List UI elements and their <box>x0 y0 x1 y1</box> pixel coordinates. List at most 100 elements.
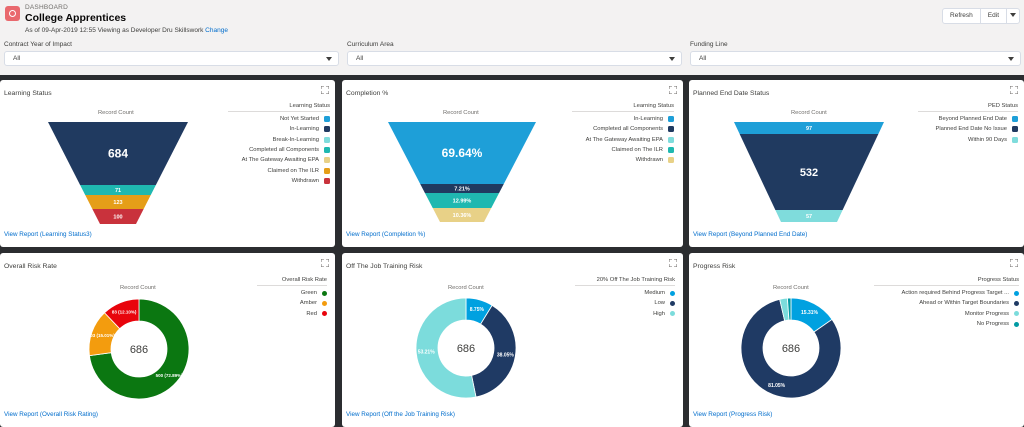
legend-item[interactable]: Monitor Progress <box>874 309 1019 319</box>
legend-item[interactable]: Amber <box>257 298 327 308</box>
legend-item[interactable]: Withdrawn <box>228 176 330 186</box>
edit-button[interactable]: Edit <box>979 8 1007 24</box>
view-report-link[interactable]: View Report (Overall Risk Rating) <box>4 411 99 418</box>
legend-item-label: High <box>653 310 665 317</box>
donut-slice[interactable] <box>103 298 140 330</box>
legend-item-label: Green <box>300 290 317 297</box>
record-count-label: Record Count <box>791 110 827 116</box>
legend-item-label: In-Learning <box>289 126 319 133</box>
donut-slice[interactable] <box>786 297 792 321</box>
filter-select-funding-line[interactable]: All <box>690 51 1021 66</box>
legend-item[interactable]: Ahead or Within Target Boundaries <box>874 298 1019 308</box>
donut-slice[interactable] <box>740 298 842 399</box>
funnel-chart[interactable]: 684 71 123 100 <box>0 80 335 247</box>
change-viewer-link[interactable]: Change <box>205 27 228 34</box>
record-count-label: Record Count <box>120 285 156 291</box>
more-actions-button[interactable] <box>1006 8 1020 24</box>
chart-legend: Progress Status Action required Behind P… <box>874 277 1019 329</box>
legend-item[interactable]: Red <box>257 309 327 319</box>
legend-item[interactable]: Completed all Components <box>228 145 330 155</box>
donut-chart[interactable]: 500 (72.89%) 103 (15.01%) 83 (12.10%) 686 <box>0 253 335 427</box>
legend-item-label: In-Learning <box>633 116 663 123</box>
funnel-value-label: 684 <box>108 147 128 161</box>
legend-item-label: Completed all Components <box>593 126 663 133</box>
legend-swatch <box>668 157 674 164</box>
legend-item[interactable]: Action required Behind Progress Target .… <box>874 288 1019 298</box>
legend-item[interactable]: Medium <box>575 288 675 298</box>
donut-slice[interactable] <box>471 304 517 398</box>
card-completion: Completion % Record Count 69.64% 7.21% 12.… <box>342 80 683 247</box>
legend-item-label: Planned End Date No Issue <box>935 126 1007 133</box>
funnel-value-label: 69.64% <box>442 146 483 160</box>
legend-title: Overall Risk Rate <box>257 277 327 286</box>
funnel-segment[interactable] <box>420 184 504 193</box>
legend-item[interactable]: Within 90 Days <box>918 135 1018 145</box>
filter-value: All <box>13 55 21 62</box>
record-count-label: Record Count <box>448 285 484 291</box>
funnel-segment[interactable] <box>739 134 879 210</box>
chevron-down-icon <box>326 57 332 61</box>
view-report-link[interactable]: View Report (Beyond Planned End Date) <box>693 231 808 238</box>
as-of-text: As of 09-Apr-2019 12:55 Viewing as Devel… <box>25 27 204 34</box>
legend-items: Beyond Planned End Date Planned End Date … <box>918 114 1018 145</box>
legend-item[interactable]: No Progress <box>874 319 1019 329</box>
legend-item[interactable]: At The Gateway Awaiting EPA <box>572 135 674 145</box>
filter-label-funding-line: Funding Line <box>690 41 728 48</box>
legend-swatch <box>322 290 327 296</box>
funnel-segment[interactable] <box>388 122 536 184</box>
funnel-segment[interactable] <box>80 185 156 195</box>
view-report-link[interactable]: View Report (Progress Risk) <box>693 411 773 418</box>
legend-item[interactable]: Completed all Components <box>572 124 674 134</box>
funnel-segment[interactable] <box>48 122 188 185</box>
funnel-value-label: 12.99% <box>453 198 472 204</box>
funnel-segment[interactable] <box>734 122 884 134</box>
legend-items: In-Learning Completed all Components At Th… <box>572 114 674 165</box>
legend-item[interactable]: Not Yet Started <box>228 114 330 124</box>
legend-items: Medium Low High <box>575 288 675 319</box>
legend-item[interactable]: Break-In-Learning <box>228 135 330 145</box>
donut-slice-label: 500 (72.89%) <box>156 373 184 378</box>
legend-item[interactable]: Beyond Planned End Date <box>918 114 1018 124</box>
funnel-chart[interactable]: 97 532 57 <box>689 80 1024 247</box>
legend-item[interactable]: Green <box>257 288 327 298</box>
filter-select-contract-year[interactable]: All <box>4 51 339 66</box>
legend-items: Green Amber Red <box>257 288 327 319</box>
view-report-link[interactable]: View Report (Off the Job Training Risk) <box>346 411 455 418</box>
legend-swatch <box>324 147 330 154</box>
legend-swatch <box>668 116 674 123</box>
chevron-down-icon <box>1010 13 1016 18</box>
legend-swatch <box>324 116 330 123</box>
legend-item[interactable]: In-Learning <box>572 114 674 124</box>
donut-chart[interactable]: 8.75% 38.05% 53.21% 686 <box>342 253 683 427</box>
legend-item[interactable]: Claimed on The ILR <box>572 145 674 155</box>
view-report-link[interactable]: View Report (Completion %) <box>346 231 426 238</box>
funnel-segment[interactable] <box>432 208 492 222</box>
legend-title: Progress Status <box>874 277 1019 286</box>
filter-select-curriculum-area[interactable]: All <box>347 51 682 66</box>
legend-item[interactable]: High <box>575 309 675 319</box>
legend-item-label: Break-In-Learning <box>272 136 319 143</box>
donut-slice[interactable] <box>88 298 190 400</box>
legend-item-label: Withdrawn <box>635 157 663 164</box>
legend-item[interactable]: In-Learning <box>228 124 330 134</box>
funnel-value-label: 7.21% <box>454 186 470 192</box>
legend-item[interactable]: At The Gateway Awaiting EPA <box>228 155 330 165</box>
refresh-button[interactable]: Refresh <box>942 8 981 24</box>
legend-item[interactable]: Withdrawn <box>572 155 674 165</box>
legend-item-label: Claimed on The ILR <box>611 147 663 154</box>
legend-item[interactable]: Claimed on The ILR <box>228 165 330 175</box>
funnel-chart[interactable]: 69.64% 7.21% 12.99% 10.36% <box>342 80 683 247</box>
legend-swatch <box>1014 311 1019 317</box>
legend-item[interactable]: Low <box>575 298 675 308</box>
funnel-segment[interactable] <box>424 193 500 208</box>
donut-chart[interactable]: 15.31% 81.05% 686 <box>689 253 1024 427</box>
funnel-segment[interactable] <box>85 195 151 209</box>
funnel-segment[interactable] <box>775 210 843 222</box>
legend-item[interactable]: Planned End Date No Issue <box>918 124 1018 134</box>
legend-item-label: Action required Behind Progress Target .… <box>901 290 1009 297</box>
card-off-the-job-training-risk: Off The Job Training Risk Record Count 8… <box>342 253 683 427</box>
legend-swatch <box>1014 290 1019 296</box>
funnel-segment[interactable] <box>92 209 144 224</box>
view-report-link[interactable]: View Report (Learning Status3) <box>4 231 92 238</box>
donut-slice[interactable] <box>415 297 477 399</box>
